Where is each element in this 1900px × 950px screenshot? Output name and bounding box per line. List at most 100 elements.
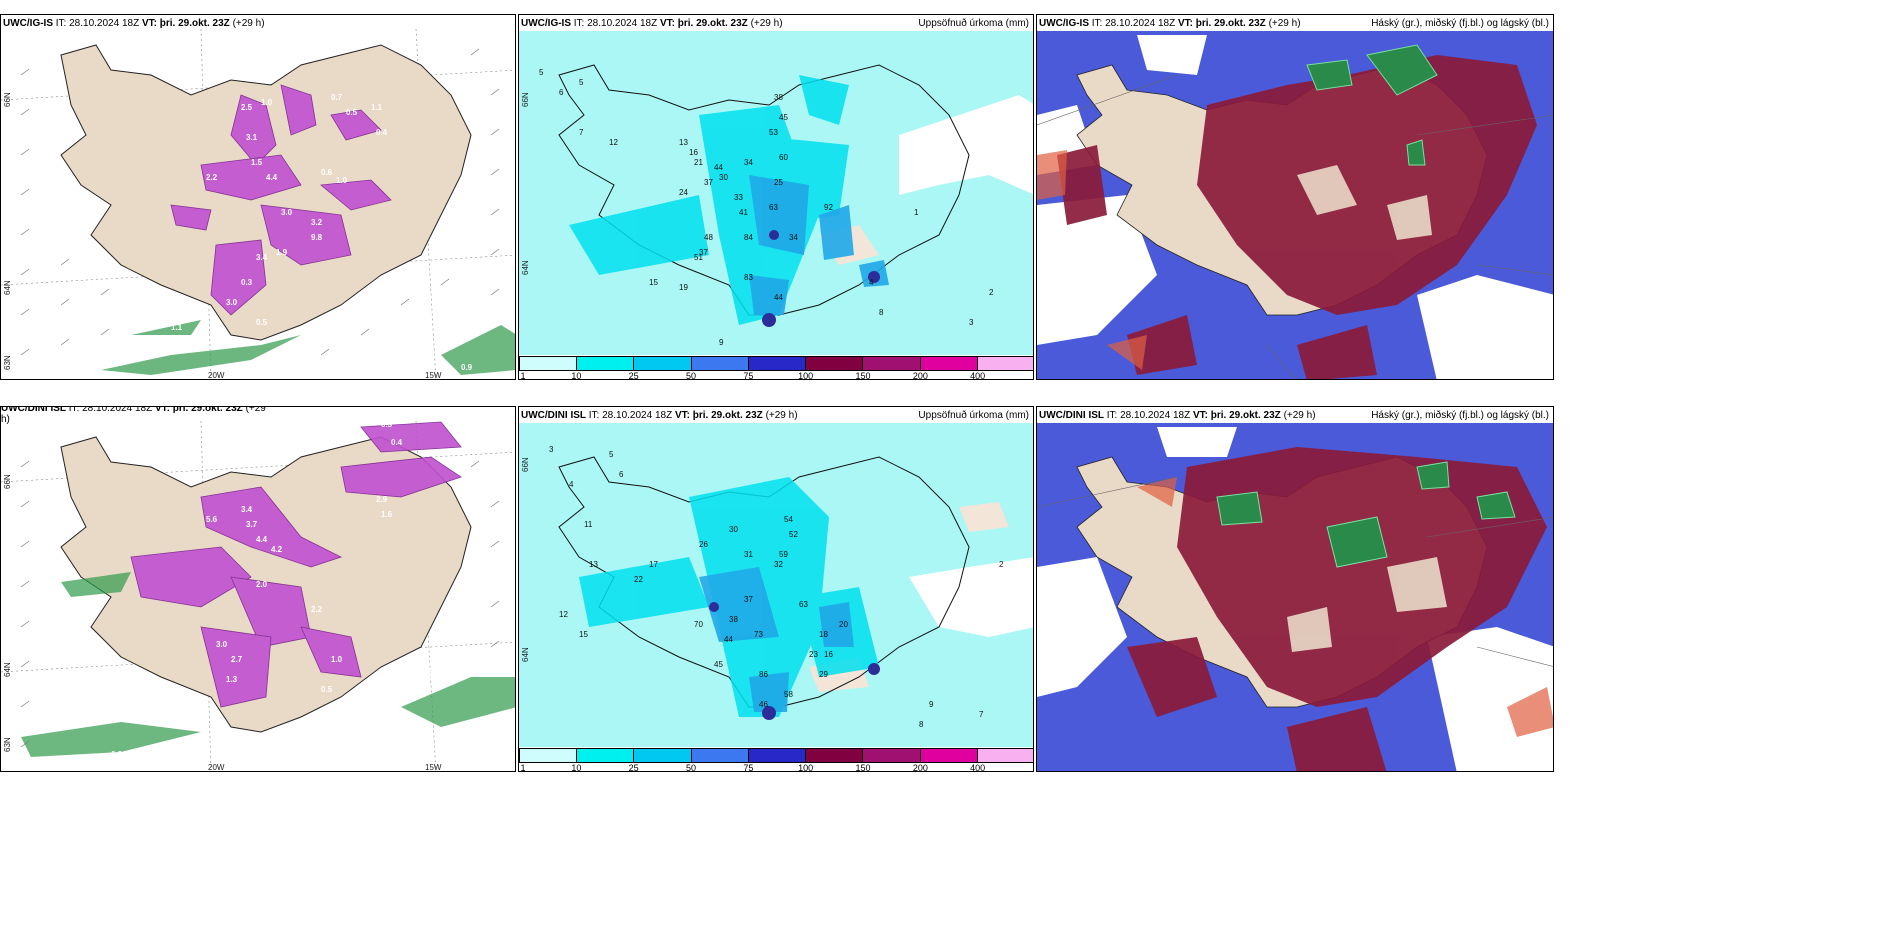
map-value-label: 8 — [879, 308, 884, 317]
colorbar-tick-label: 1 — [520, 371, 526, 380]
colorbar-swatch — [977, 357, 1033, 370]
colorbar-tick-label: 200 — [912, 371, 928, 380]
map-value-label: 5 — [579, 78, 584, 87]
colorbar-ticks: 1 10 25 50 75 100 150 200 400 — [519, 371, 1033, 380]
colorbar-swatch — [806, 749, 864, 762]
panel-header: UWC/IG-IS IT: 28.10.2024 18Z VT: þri. 29… — [521, 18, 783, 29]
panel-top-left-wind-precip: UWC/IG-IS IT: 28.10.2024 18Z VT: þri. 29… — [0, 14, 516, 380]
map-value-label: 5.6 — [206, 515, 218, 524]
colorbar-swatch — [634, 749, 692, 762]
colorbar-tick-label: 25 — [628, 763, 639, 772]
panel-title: Uppsöfnuð úrkoma (mm) — [918, 18, 1029, 29]
map-value-label: 12 — [559, 610, 568, 619]
map-value-label: 83 — [744, 273, 753, 282]
map-value-label: 7 — [979, 710, 984, 719]
colorbar-tick-label: 75 — [743, 371, 754, 380]
lat-label: 66N — [3, 474, 12, 489]
map-value-label: 9 — [719, 338, 724, 347]
map-value-label: 30 — [719, 173, 728, 182]
colorbar-swatch — [920, 749, 978, 762]
panel-title: Háský (gr.), miðský (fj.bl.) og lágský (… — [1371, 410, 1549, 421]
map-value-label: 3.7 — [246, 520, 258, 529]
panel-bot-left-wind-precip: UWC/DINI ISL IT: 28.10.2024 18Z VT: þri.… — [0, 406, 516, 772]
colorbar-tick-label: 75 — [743, 763, 754, 772]
lat-label: 64N — [3, 280, 12, 295]
panel-header: UWC/IG-IS IT: 28.10.2024 18Z VT: þri. 29… — [3, 18, 265, 29]
map-value-label: 4.4 — [256, 535, 268, 544]
panel-top-right-clouds: UWC/IG-IS IT: 28.10.2024 18Z VT: þri. 29… — [1036, 14, 1554, 380]
map-value-label: 16 — [824, 650, 833, 659]
map-value-label: 84 — [744, 233, 753, 242]
map-value-label: 44 — [774, 293, 783, 302]
map-value-label: 17 — [649, 560, 658, 569]
map-value-label: 3.4 — [256, 253, 268, 262]
colorbar-tick-label: 150 — [855, 763, 871, 772]
map-value-label: 44 — [724, 635, 733, 644]
map-value-label: 3.0 — [226, 298, 238, 307]
map-value-label: 2.5 — [241, 103, 253, 112]
map-value-label: 3.2 — [311, 218, 323, 227]
map-value-label: 3 — [969, 318, 974, 327]
map-value-label: 1 — [914, 208, 919, 217]
colorbar-tick-label: 10 — [571, 371, 582, 380]
map-value-label: 59 — [779, 550, 788, 559]
map-value-label: 46 — [759, 700, 768, 709]
map-value-label: 9.8 — [311, 233, 323, 242]
colorbar-tick-label: 1 — [520, 763, 526, 772]
map-value-label: 26 — [699, 540, 708, 549]
panel-title: Háský (gr.), miðský (fj.bl.) og lágský (… — [1371, 18, 1549, 29]
map-value-label: 3.0 — [216, 640, 228, 649]
map-value-label: 73 — [754, 630, 763, 639]
map-value-label: 0.6 — [131, 420, 143, 429]
colorbar-ticks: 1 10 25 50 75 100 150 200 400 — [519, 763, 1033, 772]
map-value-label: 1.0 — [261, 98, 273, 107]
colorbar-tick-label: 150 — [855, 371, 871, 380]
map-value-label: 37 — [699, 248, 708, 257]
map-value-label: 0.7 — [126, 685, 138, 694]
colorbar-tick-label: 10 — [571, 763, 582, 772]
map-value-label: 25 — [774, 178, 783, 187]
map-value-label: 1.6 — [381, 510, 393, 519]
map-value-label: 13 — [679, 138, 688, 147]
map-value-label: 5 — [539, 68, 544, 77]
map-value-label: 38 — [774, 93, 783, 102]
map-value-label: 30 — [729, 525, 738, 534]
map-value-label: 31 — [744, 550, 753, 559]
map-value-label: 29 — [819, 670, 828, 679]
map-value-label: 63 — [769, 203, 778, 212]
map-value-label: 2 — [999, 560, 1004, 569]
colorbar-swatch — [977, 749, 1033, 762]
map-value-label: 19 — [679, 283, 688, 292]
map-value-label: 70 — [694, 620, 703, 629]
map-value-label: 0.8 — [186, 343, 198, 352]
map-value-label: 44 — [714, 163, 723, 172]
map-value-label: 3.1 — [246, 133, 258, 142]
colorbar-swatch — [806, 357, 864, 370]
map-value-label: 0.6 — [321, 168, 333, 177]
map-value-label: 58 — [784, 690, 793, 699]
panel-top-mid-precip: UWC/IG-IS IT: 28.10.2024 18Z VT: þri. 29… — [518, 14, 1034, 380]
colorbar-tick-label: 400 — [970, 371, 986, 380]
map-value-label: 0.7 — [331, 93, 343, 102]
cloud-map — [1037, 423, 1553, 771]
lon-label: 20W — [208, 763, 225, 772]
map-value-label: 22 — [634, 575, 643, 584]
map-value-label: 2 — [989, 288, 994, 297]
map-value-label: 48 — [704, 233, 713, 242]
panel-title: Uppsöfnuð úrkoma (mm) — [918, 410, 1029, 421]
map-value-label: 0.5 — [346, 108, 358, 117]
map-value-label: 12 — [609, 138, 618, 147]
map-value-label: 63 — [799, 600, 808, 609]
colorbar-tick-label: 50 — [685, 763, 697, 772]
colorbar-tick-label: 100 — [798, 371, 814, 380]
map-value-label: 4.4 — [266, 173, 278, 182]
lat-label: 63N — [3, 737, 12, 752]
map-value-label: 0.8 — [421, 670, 433, 679]
map-value-label: 1.1 — [356, 755, 368, 764]
map-value-label: 1.1 — [171, 323, 183, 332]
map-value-label: 2.7 — [231, 655, 243, 664]
wind-precip-map: 2.51.00.70.51.10.43.11.54.42.20.61.03.03… — [1, 28, 515, 379]
map-value-label: 52 — [789, 530, 798, 539]
colorbar-swatch — [920, 357, 978, 370]
